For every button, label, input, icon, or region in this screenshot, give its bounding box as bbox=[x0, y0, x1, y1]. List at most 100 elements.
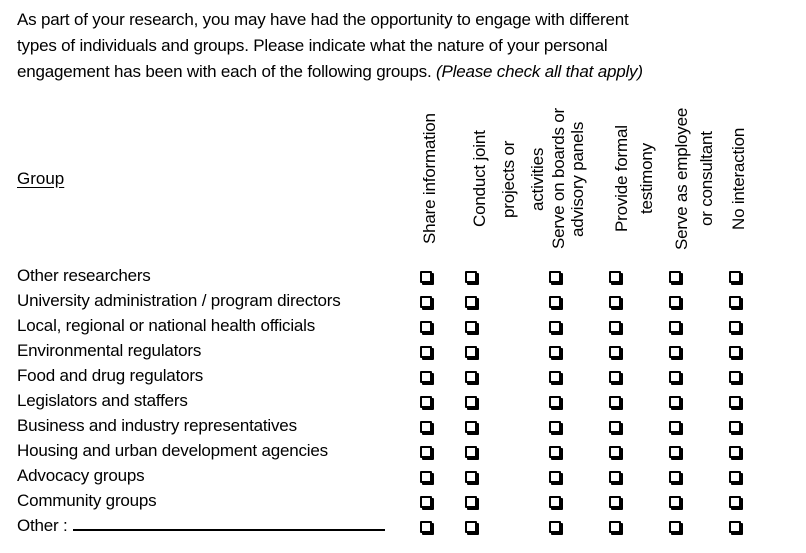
column-header-no-interaction: No interaction bbox=[729, 127, 748, 231]
row-label-cell: Community groups bbox=[17, 488, 418, 513]
checkbox-cell bbox=[607, 388, 667, 413]
checkbox-r6c2[interactable] bbox=[465, 396, 477, 408]
checkbox-r4c5[interactable] bbox=[669, 346, 681, 358]
checkbox-r7c3[interactable] bbox=[549, 421, 561, 433]
checkbox-r10c2[interactable] bbox=[465, 496, 477, 508]
checkbox-r6c4[interactable] bbox=[609, 396, 621, 408]
row-label: Advocacy groups bbox=[17, 466, 145, 485]
checkbox-r8c5[interactable] bbox=[669, 446, 681, 458]
column-header-conduct-joint-projects: Conduct joint projects or activities bbox=[470, 130, 547, 228]
checkbox-r3c3[interactable] bbox=[549, 321, 561, 333]
checkbox-r11c6[interactable] bbox=[729, 521, 741, 533]
checkbox-r4c6[interactable] bbox=[729, 346, 741, 358]
checkbox-r8c4[interactable] bbox=[609, 446, 621, 458]
row-label-cell: Other researchers bbox=[17, 263, 418, 288]
checkbox-r6c3[interactable] bbox=[549, 396, 561, 408]
checkbox-r3c6[interactable] bbox=[729, 321, 741, 333]
checkbox-r5c4[interactable] bbox=[609, 371, 621, 383]
checkbox-r3c2[interactable] bbox=[465, 321, 477, 333]
checkbox-r5c2[interactable] bbox=[465, 371, 477, 383]
checkbox-cell bbox=[547, 338, 607, 363]
checkbox-r5c1[interactable] bbox=[420, 371, 432, 383]
checkbox-r7c1[interactable] bbox=[420, 421, 432, 433]
column-header-serve-as-employee: Serve as employee or consultant bbox=[672, 107, 716, 251]
row-label-cell: Food and drug regulators bbox=[17, 363, 418, 388]
checkbox-r3c5[interactable] bbox=[669, 321, 681, 333]
intro-text: As part of your research, you may have h… bbox=[17, 10, 629, 81]
checkbox-r11c2[interactable] bbox=[465, 521, 477, 533]
row-label: Community groups bbox=[17, 491, 157, 510]
checkbox-r8c1[interactable] bbox=[420, 446, 432, 458]
checkbox-cell bbox=[418, 263, 463, 288]
checkbox-r2c6[interactable] bbox=[729, 296, 741, 308]
checkbox-r1c1[interactable] bbox=[420, 271, 432, 283]
checkbox-r7c6[interactable] bbox=[729, 421, 741, 433]
checkbox-r1c5[interactable] bbox=[669, 271, 681, 283]
checkbox-r4c3[interactable] bbox=[549, 346, 561, 358]
checkbox-r2c3[interactable] bbox=[549, 296, 561, 308]
checkbox-r5c3[interactable] bbox=[549, 371, 561, 383]
checkbox-r8c3[interactable] bbox=[549, 446, 561, 458]
checkbox-r11c3[interactable] bbox=[549, 521, 561, 533]
checkbox-r7c5[interactable] bbox=[669, 421, 681, 433]
row-label: Other researchers bbox=[17, 266, 151, 285]
checkbox-r11c5[interactable] bbox=[669, 521, 681, 533]
column-header-cell-serve-on-boards: Serve on boards or advisory panels bbox=[547, 95, 607, 263]
checkbox-r6c5[interactable] bbox=[669, 396, 681, 408]
checkbox-r2c5[interactable] bbox=[669, 296, 681, 308]
checkbox-r11c4[interactable] bbox=[609, 521, 621, 533]
checkbox-r8c2[interactable] bbox=[465, 446, 477, 458]
checkbox-r9c2[interactable] bbox=[465, 471, 477, 483]
checkbox-r9c4[interactable] bbox=[609, 471, 621, 483]
checkbox-r7c4[interactable] bbox=[609, 421, 621, 433]
checkbox-r10c5[interactable] bbox=[669, 496, 681, 508]
checkbox-cell bbox=[667, 488, 727, 513]
checkbox-r1c4[interactable] bbox=[609, 271, 621, 283]
checkbox-r6c1[interactable] bbox=[420, 396, 432, 408]
checkbox-r4c4[interactable] bbox=[609, 346, 621, 358]
checkbox-cell bbox=[418, 513, 463, 538]
checkbox-r10c1[interactable] bbox=[420, 496, 432, 508]
checkbox-r4c1[interactable] bbox=[420, 346, 432, 358]
checkbox-r5c5[interactable] bbox=[669, 371, 681, 383]
checkbox-r2c1[interactable] bbox=[420, 296, 432, 308]
other-blank-line[interactable] bbox=[72, 514, 385, 531]
checkbox-cell bbox=[547, 413, 607, 438]
checkbox-r4c2[interactable] bbox=[465, 346, 477, 358]
row-label: Housing and urban development agencies bbox=[17, 441, 328, 460]
row-label-cell: Housing and urban development agencies bbox=[17, 438, 418, 463]
checkbox-r9c5[interactable] bbox=[669, 471, 681, 483]
column-header-cell-share-information: Share information bbox=[418, 95, 463, 263]
checkbox-r8c6[interactable] bbox=[729, 446, 741, 458]
checkbox-r2c2[interactable] bbox=[465, 296, 477, 308]
checkbox-r9c3[interactable] bbox=[549, 471, 561, 483]
checkbox-r1c6[interactable] bbox=[729, 271, 741, 283]
checkbox-cell bbox=[607, 338, 667, 363]
checkbox-cell bbox=[727, 363, 775, 388]
checkbox-r10c4[interactable] bbox=[609, 496, 621, 508]
checkbox-r6c6[interactable] bbox=[729, 396, 741, 408]
checkbox-cell bbox=[667, 388, 727, 413]
row-label: Business and industry representatives bbox=[17, 416, 297, 435]
checkbox-r1c2[interactable] bbox=[465, 271, 477, 283]
group-column-header: Group bbox=[17, 169, 65, 188]
checkbox-cell bbox=[607, 438, 667, 463]
checkbox-r7c2[interactable] bbox=[465, 421, 477, 433]
checkbox-r9c1[interactable] bbox=[420, 471, 432, 483]
checkbox-cell bbox=[667, 313, 727, 338]
checkbox-r11c1[interactable] bbox=[420, 521, 432, 533]
checkbox-r10c6[interactable] bbox=[729, 496, 741, 508]
checkbox-r9c6[interactable] bbox=[729, 471, 741, 483]
checkbox-r3c4[interactable] bbox=[609, 321, 621, 333]
row-label: University administration / program dire… bbox=[17, 291, 341, 310]
checkbox-cell bbox=[667, 363, 727, 388]
row-label-cell: Other : bbox=[17, 513, 418, 538]
checkbox-r5c6[interactable] bbox=[729, 371, 741, 383]
checkbox-r10c3[interactable] bbox=[549, 496, 561, 508]
checkbox-r3c1[interactable] bbox=[420, 321, 432, 333]
checkbox-r2c4[interactable] bbox=[609, 296, 621, 308]
checkbox-r1c3[interactable] bbox=[549, 271, 561, 283]
checkbox-cell bbox=[727, 488, 775, 513]
checkbox-cell bbox=[727, 413, 775, 438]
checkbox-cell bbox=[463, 413, 547, 438]
